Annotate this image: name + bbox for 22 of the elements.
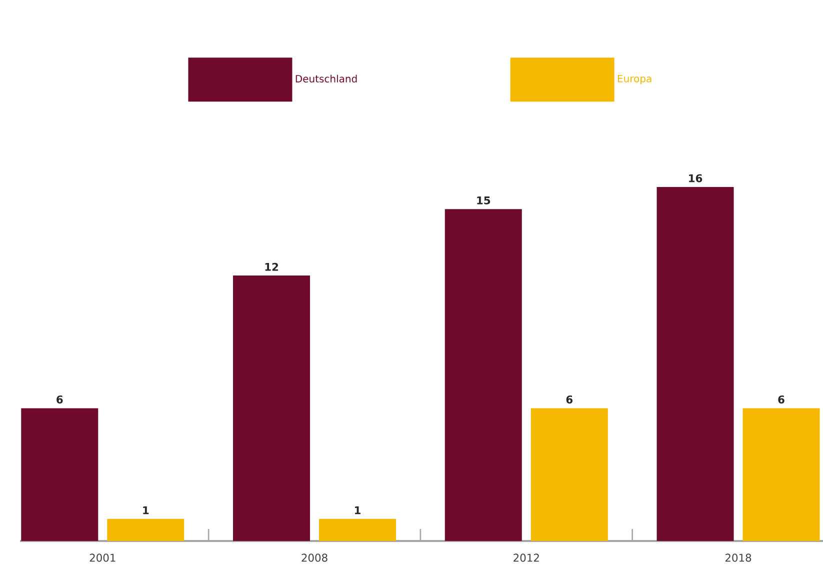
bar — [107, 518, 184, 541]
text: Deutschland — [296, 74, 357, 83]
bar — [444, 209, 522, 541]
x-tick-label: 2018 — [725, 554, 752, 562]
x-tick-label: 2001 — [90, 554, 116, 562]
data-label: 15 — [477, 196, 490, 204]
data-label: 6 — [56, 395, 63, 404]
bar — [233, 275, 310, 541]
bar — [319, 518, 396, 541]
x-tick-label: 2012 — [514, 554, 539, 562]
data-label: 6 — [566, 395, 573, 404]
data-label: 6 — [778, 395, 784, 404]
bar — [21, 408, 98, 541]
data-label: 1 — [143, 506, 149, 514]
data-label: 1 — [355, 506, 360, 514]
x-tick-label: 2008 — [302, 554, 328, 562]
bar — [742, 408, 820, 541]
bar — [656, 186, 734, 541]
text: Europa — [618, 74, 652, 84]
data-label: 16 — [689, 174, 702, 182]
bar — [530, 408, 608, 541]
data-label: 12 — [265, 262, 278, 271]
